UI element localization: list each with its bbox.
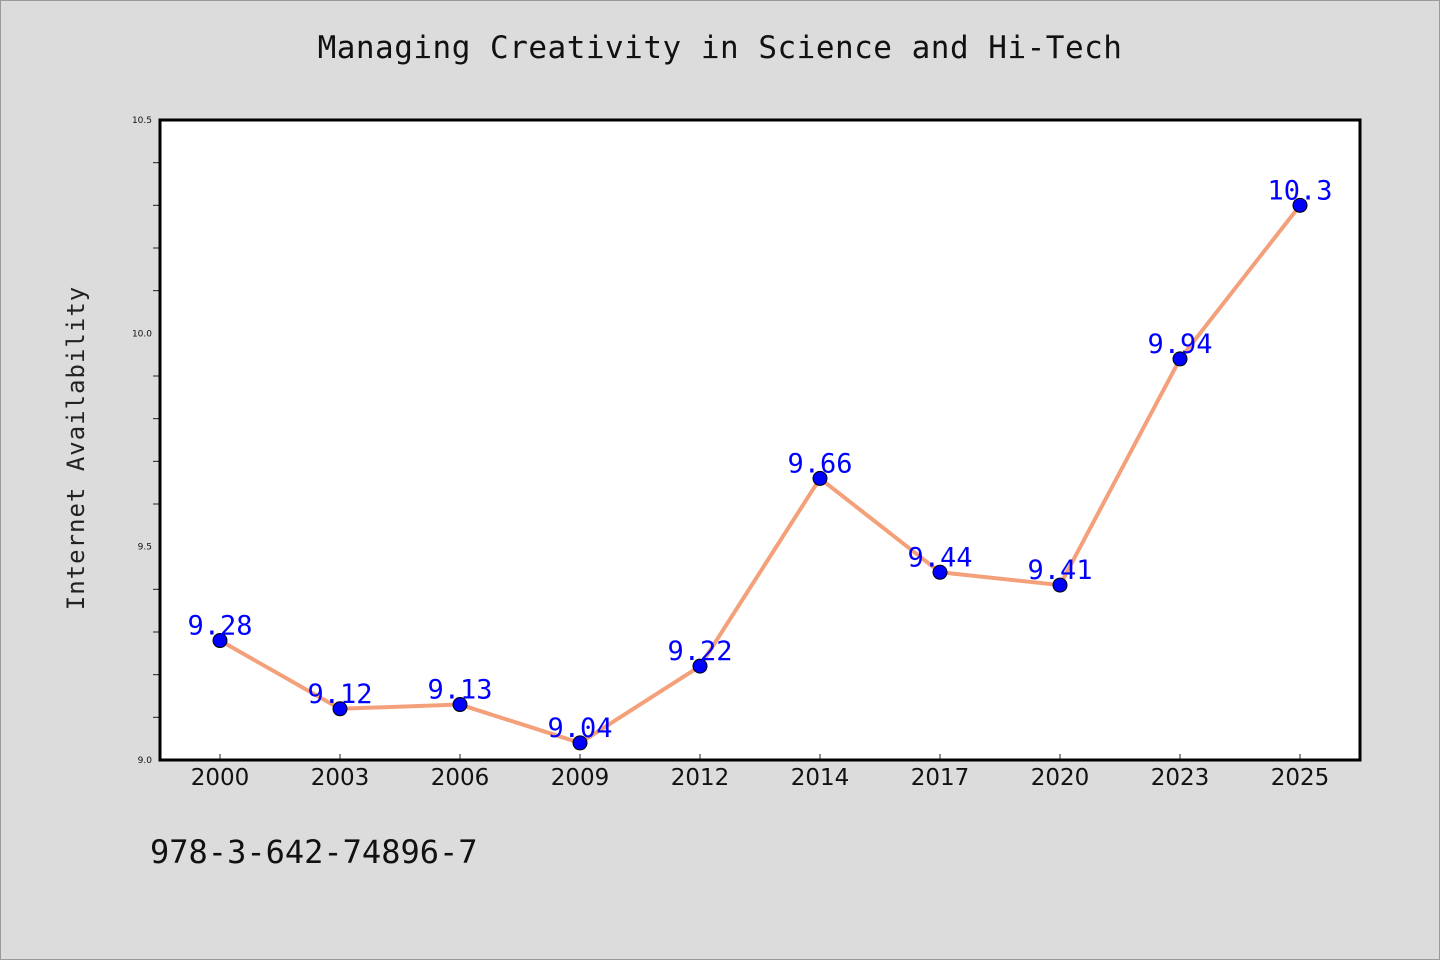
x-tick-label: 2017 [911,765,970,791]
chart-title: Managing Creativity in Science and Hi-Te… [317,30,1123,66]
data-label: 10.3 [1267,175,1332,206]
data-label: 9.04 [547,713,612,744]
data-point [332,701,348,717]
data-point [572,735,588,751]
x-tick-label: 2025 [1271,765,1330,791]
y-tick-label: 9.0 [138,756,153,766]
data-point [1292,197,1308,213]
data-point [932,564,948,580]
x-tick-label: 2009 [551,765,610,791]
data-point [452,697,468,713]
data-point [812,470,828,486]
data-point [1052,577,1068,593]
data-point [1172,351,1188,367]
y-tick-label: 10.0 [132,329,152,339]
x-tick-label: 2000 [191,765,250,791]
x-tick-label: 2014 [791,765,850,791]
isbn-code: 978-3-642-74896-7 [150,833,478,871]
series-line [218,203,1302,745]
x-tick-label: 2023 [1151,765,1210,791]
data-label: 9.94 [1147,329,1212,360]
data-label: 9.22 [667,636,732,667]
x-tick-label: 2003 [311,765,370,791]
plot-border [158,118,1362,762]
data-label: 9.44 [907,542,972,573]
x-tick-label: 2006 [431,765,490,791]
x-tick-label: 2012 [671,765,730,791]
data-label: 9.28 [187,611,252,642]
data-label: 9.13 [427,675,492,706]
x-tick-label: 2020 [1031,765,1090,791]
plot-area [160,120,1360,760]
data-label: 9.66 [787,448,852,479]
data-label: 9.41 [1027,555,1092,586]
y-tick-label: 10.5 [132,116,152,126]
y-tick-label: 9.5 [138,543,152,553]
data-point [692,658,708,674]
data-label: 9.12 [307,679,372,710]
data-point [212,633,228,649]
